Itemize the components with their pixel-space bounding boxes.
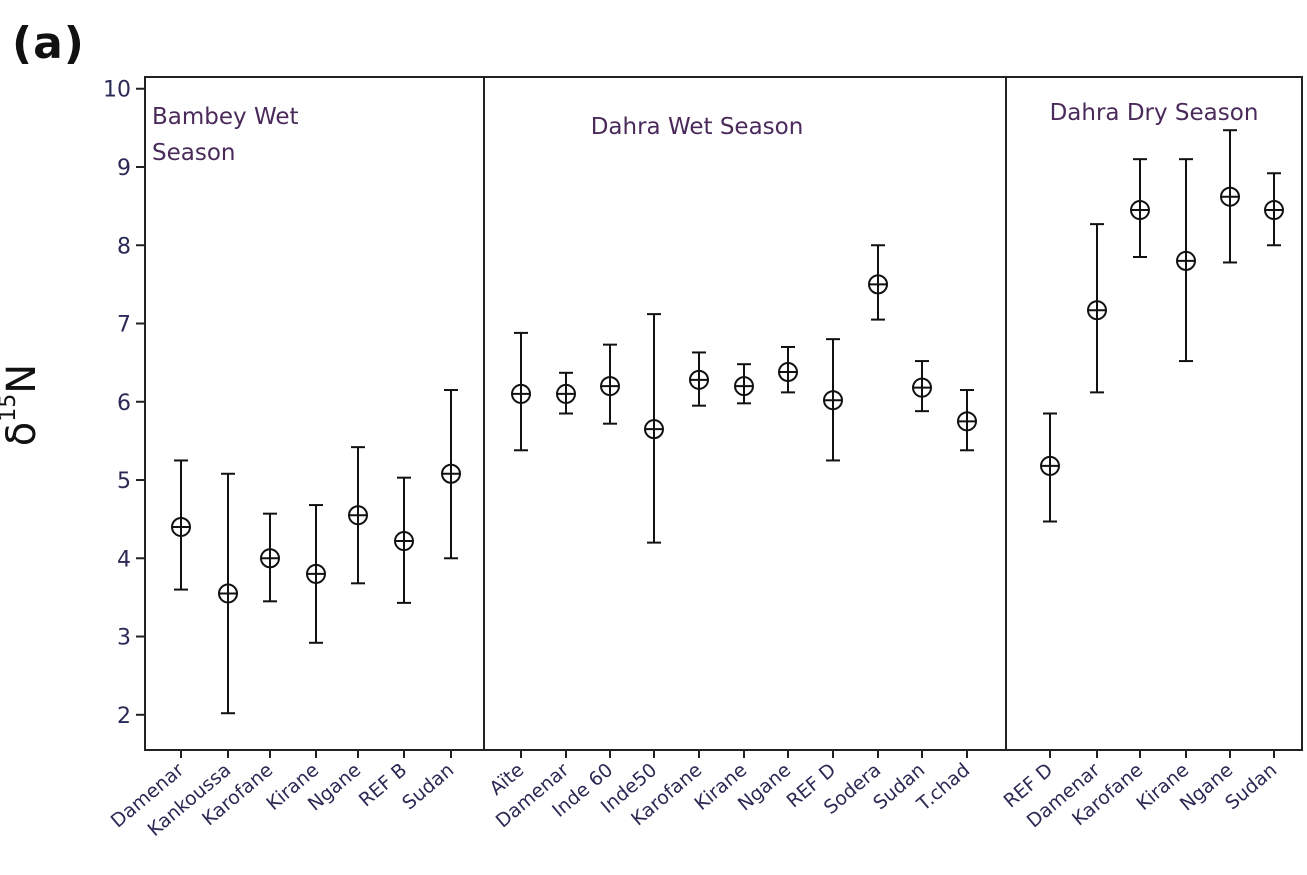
- y-tick-label-8: 8: [117, 234, 131, 259]
- data-point-g1-ngane: [348, 505, 368, 526]
- data-point-g1-sudan: [441, 463, 461, 484]
- x-category-label-g3-sudan: Sudan: [1221, 759, 1281, 814]
- data-point-g3-karofane: [1130, 200, 1150, 221]
- data-point-g3-damenar: [1087, 300, 1107, 321]
- data-point-g2-a-te: [511, 383, 531, 404]
- data-point-g2-sodera: [868, 274, 888, 295]
- y-tick-label-6: 6: [117, 391, 131, 416]
- group-label-3-line-1: Dahra Dry Season: [1050, 100, 1259, 126]
- data-point-g3-ngane: [1220, 186, 1240, 207]
- data-point-g1-kirane: [306, 563, 326, 584]
- group-label-1-line-1: Bambey Wet: [152, 104, 299, 130]
- y-tick-label-2: 2: [117, 704, 131, 729]
- data-point-g2-t-chad: [957, 411, 977, 432]
- data-point-g2-damenar: [556, 383, 576, 404]
- panel-label: (a): [12, 18, 85, 69]
- group-label-1-line-2: Season: [152, 140, 235, 166]
- data-point-g1-karofane: [260, 548, 280, 569]
- data-point-g2-ref-d: [823, 390, 843, 411]
- y-tick-label-9: 9: [117, 156, 131, 181]
- data-point-g2-kirane: [734, 376, 754, 397]
- data-point-g3-ref-d: [1040, 455, 1060, 476]
- data-point-g1-ref-b: [394, 531, 414, 552]
- data-point-g1-damenar: [171, 516, 191, 537]
- y-tick-label-10: 10: [103, 78, 131, 103]
- data-point-g3-sudan: [1264, 200, 1284, 221]
- data-point-g2-sudan: [912, 377, 932, 398]
- data-point-g2-inde50: [644, 419, 664, 440]
- y-tick-label-4: 4: [117, 547, 131, 572]
- data-point-g1-kankoussa: [218, 583, 238, 604]
- group-label-2-line-1: Dahra Wet Season: [591, 114, 804, 140]
- data-point-g3-kirane: [1176, 250, 1196, 271]
- data-point-g2-karofane: [689, 369, 709, 390]
- y-tick-label-7: 7: [117, 313, 131, 338]
- data-point-g2-inde-60: [600, 376, 620, 397]
- plot-frame: [144, 76, 1303, 751]
- y-tick-label-3: 3: [117, 626, 131, 651]
- x-category-label-g1-sudan: Sudan: [398, 759, 458, 814]
- y-tick-label-5: 5: [117, 469, 131, 494]
- data-point-g2-ngane: [778, 362, 798, 383]
